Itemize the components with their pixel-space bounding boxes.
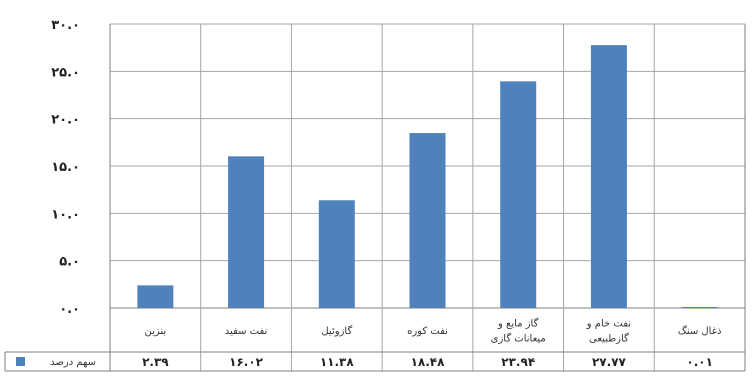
data-label: ۱۱.۳۸	[320, 355, 355, 369]
y-tick-label: ۱۰.۰	[51, 207, 80, 222]
category-label: نفت سفید	[225, 326, 268, 337]
data-label: ۱۸.۴۸	[411, 355, 446, 369]
category-label: گازطبیعی	[589, 333, 629, 345]
bar	[681, 307, 718, 308]
category-label: نفت خام و	[586, 319, 631, 330]
legend-swatch	[16, 357, 25, 366]
y-tick-label: ۳۰.۰	[51, 18, 80, 33]
y-tick-label: ۵.۰	[59, 255, 80, 270]
y-tick-label: ۰.۰	[59, 302, 80, 317]
category-label: میعانات گازی	[491, 333, 546, 345]
data-label: ۰.۰۱	[686, 355, 713, 369]
data-label: ۲۷.۷۷	[592, 355, 627, 369]
category-label: گازوئیل	[321, 325, 352, 337]
bar	[228, 156, 265, 308]
bar	[318, 200, 355, 308]
y-tick-label: ۱۵.۰	[51, 160, 80, 175]
bar	[590, 45, 627, 309]
data-label: ۲.۳۹	[142, 355, 169, 369]
y-tick-label: ۲۵.۰	[51, 65, 80, 80]
data-label: ۲۳.۹۴	[501, 355, 535, 369]
category-label: ذغال سنگ	[678, 325, 722, 337]
y-tick-label: ۲۰.۰	[51, 113, 80, 128]
bar	[409, 133, 446, 308]
bar	[500, 81, 537, 308]
data-label: ۱۶.۰۲	[229, 355, 264, 369]
category-label: نفت کوره	[407, 326, 448, 337]
bar	[137, 285, 174, 308]
category-label: بنزین	[144, 326, 166, 337]
legend-label: سهم درصد	[50, 357, 96, 368]
category-label: گاز مایع و	[497, 318, 539, 330]
